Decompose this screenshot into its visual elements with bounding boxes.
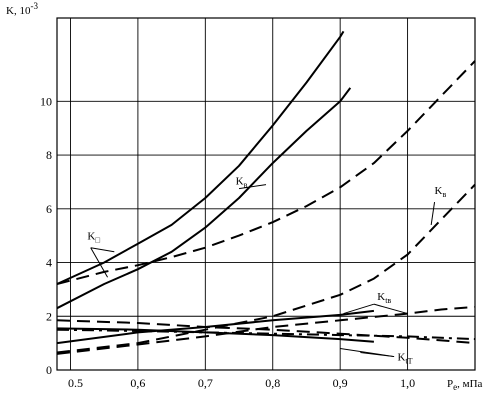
annotation-leaders — [90, 184, 436, 358]
annotations: Kв Kв K□ Ktв KtT — [87, 176, 446, 366]
tick-labels: 0.5 0,6 0,7 0,8 0,9 1,0 0 2 4 6 8 10 — [40, 94, 415, 390]
series-9-line — [56, 328, 476, 341]
y-tick-label: 6 — [46, 202, 52, 216]
x-tick-label: 1,0 — [400, 376, 415, 390]
grid — [57, 18, 476, 370]
series-8-line — [56, 319, 476, 345]
y-tick-label: 4 — [46, 256, 52, 270]
annotation-leader — [360, 352, 395, 358]
annotation-label: Kв — [435, 185, 447, 199]
y-axis-label: K, 10-3 — [6, 1, 38, 17]
annotation-leader — [238, 184, 267, 190]
series-1-line — [56, 30, 345, 285]
annotation-label: K□ — [87, 231, 100, 245]
annotation-label: KtT — [397, 352, 412, 366]
y-tick-label: 8 — [46, 148, 52, 162]
annotation-label: Ktв — [377, 291, 391, 305]
series-layer — [56, 30, 476, 355]
series-4-line — [56, 183, 476, 354]
annotation-label: Kв — [236, 176, 248, 190]
annotation-leader — [343, 303, 375, 315]
y-tick-label: 10 — [40, 94, 52, 108]
x-tick-label: 0,9 — [333, 376, 348, 390]
series-6-line — [56, 305, 476, 355]
series-5-line — [56, 309, 375, 345]
x-axis-label: Pe, мПа — [447, 378, 483, 392]
series-3-line — [56, 60, 476, 285]
x-tick-label: 0,6 — [130, 376, 145, 390]
annotation-leader — [373, 303, 408, 315]
y-tick-label: 2 — [46, 309, 52, 323]
plot-frame — [56, 17, 476, 371]
x-tick-label: 0,7 — [198, 376, 213, 390]
annotation-leader — [430, 201, 436, 225]
x-tick-label: 0.5 — [68, 376, 83, 390]
series-2-line — [56, 87, 352, 310]
y-tick-label: 0 — [46, 363, 52, 377]
annotation-leader — [90, 247, 115, 253]
x-tick-label: 0,8 — [265, 376, 280, 390]
annotation-leader — [90, 247, 108, 278]
